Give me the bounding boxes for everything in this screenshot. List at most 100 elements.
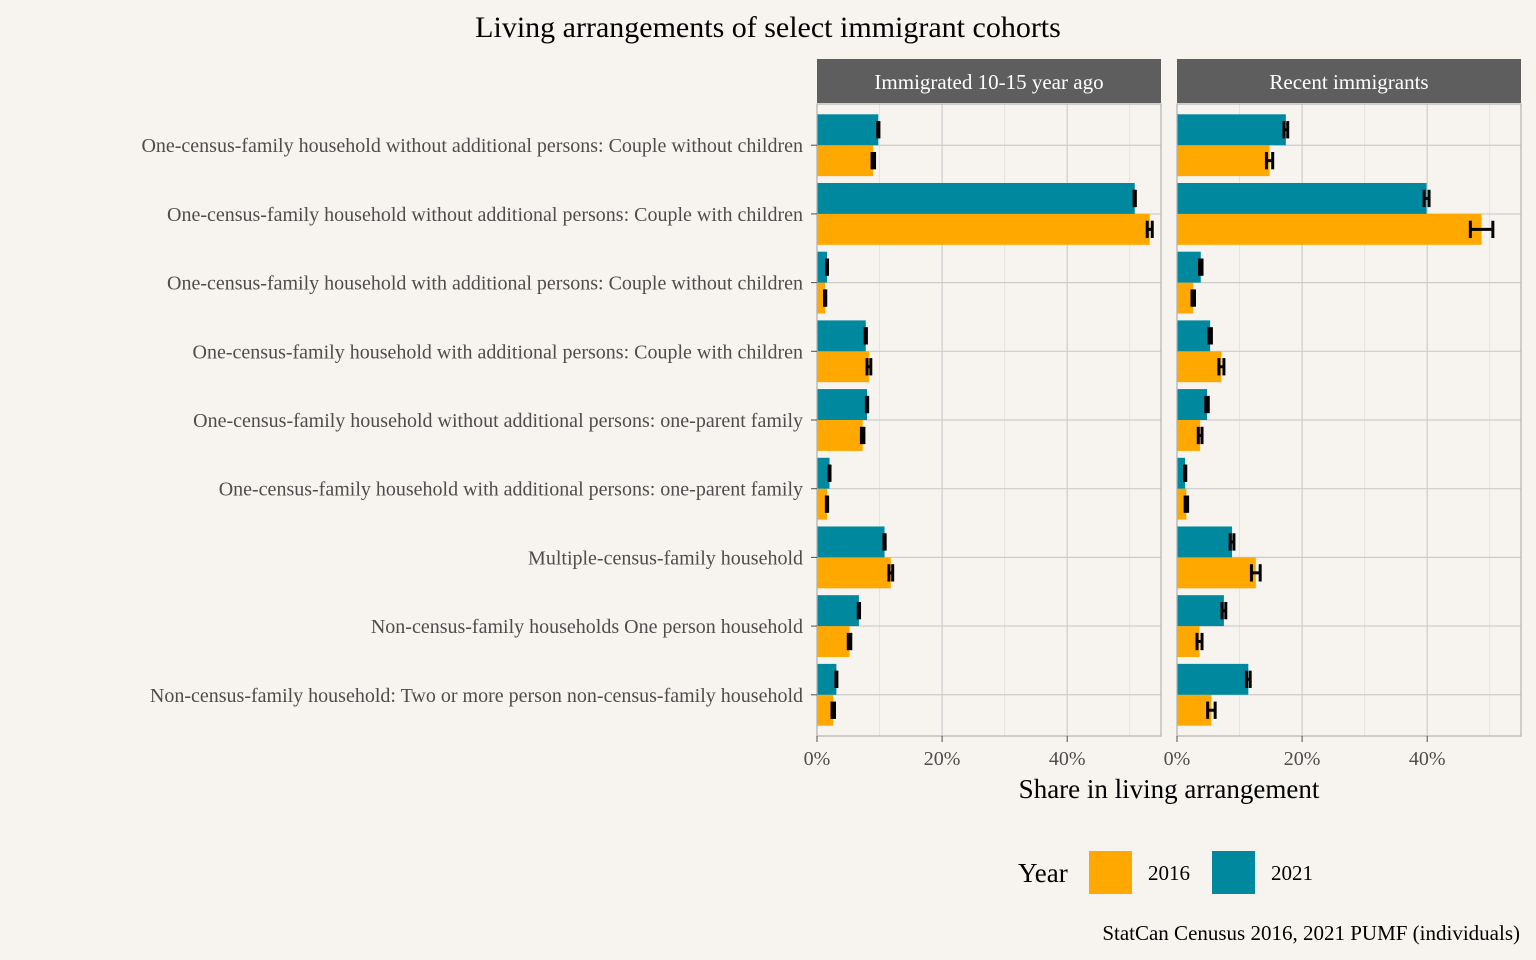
panel-border xyxy=(1176,103,1522,737)
x-tick-label: 40% xyxy=(1409,748,1446,770)
error-bar-2016 xyxy=(846,632,853,651)
category-label: Non-census-family households One person … xyxy=(371,616,803,638)
legend-swatch-2016 xyxy=(1089,851,1132,894)
error-bar-2021 xyxy=(856,601,862,620)
bar-2016 xyxy=(1177,351,1222,383)
error-bar-2016 xyxy=(823,289,828,307)
bar-2016 xyxy=(817,557,891,589)
panel-2: Recent immigrants 0% 20% 40% xyxy=(1164,59,1522,770)
panel-strip xyxy=(817,59,1161,103)
bar-2016 xyxy=(817,694,834,726)
error-bar-2016 xyxy=(1468,220,1495,239)
legend-label: 2021 xyxy=(1271,861,1313,885)
bar-2016 xyxy=(1177,145,1270,177)
error-bar-2021 xyxy=(1204,395,1210,414)
bar-2016 xyxy=(817,145,874,177)
x-axis-title: Share in living arrangement xyxy=(1019,774,1320,804)
error-bar-2016 xyxy=(1195,632,1204,651)
error-bar-2021 xyxy=(1198,258,1204,276)
category-labels: One-census-family household without addi… xyxy=(141,135,817,707)
x-tick-label: 20% xyxy=(924,748,961,770)
bar-2016 xyxy=(817,282,826,314)
error-bar-2021 xyxy=(1282,121,1290,139)
error-bar-2021 xyxy=(1132,189,1137,208)
bar-2021 xyxy=(817,114,879,146)
error-bar-2016 xyxy=(1190,289,1197,307)
bar-2016 xyxy=(1177,694,1212,726)
bar-2016 xyxy=(1177,420,1201,451)
error-bar-2016 xyxy=(1206,701,1217,719)
error-bar-2016 xyxy=(1196,426,1204,445)
error-bar-2021 xyxy=(834,670,839,688)
bar-2016 xyxy=(817,420,863,451)
bar-2016 xyxy=(1177,557,1256,589)
bar-2021 xyxy=(1177,320,1211,352)
error-bar-2016 xyxy=(1217,358,1226,376)
error-bar-2021 xyxy=(1228,533,1236,551)
bar-2016 xyxy=(817,626,850,657)
error-bar-2021 xyxy=(1422,189,1431,208)
bar-2016 xyxy=(817,351,869,383)
panel-strip-label: Immigrated 10-15 year ago xyxy=(874,70,1103,94)
bar-2016 xyxy=(1177,488,1187,520)
bar-2021 xyxy=(817,595,859,627)
bar-2016 xyxy=(1177,213,1482,245)
error-bar-2016 xyxy=(887,564,895,582)
bar-2021 xyxy=(1177,457,1186,489)
category-label: Non-census-family household: Two or more… xyxy=(150,685,803,707)
bar-2021 xyxy=(1177,114,1286,146)
category-label: One-census-family household without addi… xyxy=(167,204,803,226)
panel-strip-label: Recent immigrants xyxy=(1269,70,1428,94)
error-bar-2016 xyxy=(824,495,830,513)
bar-2021 xyxy=(817,251,828,283)
x-tick-label: 40% xyxy=(1049,748,1086,770)
bar-2016 xyxy=(1177,282,1194,314)
bar-2021 xyxy=(817,526,885,558)
error-bar-2016 xyxy=(859,426,866,445)
error-bar-2021 xyxy=(827,464,832,482)
error-bar-2016 xyxy=(1145,220,1154,239)
chart-caption: StatCan Cenusus 2016, 2021 PUMF (individ… xyxy=(1102,921,1520,945)
bar-2021 xyxy=(1177,663,1249,695)
x-tick-label: 0% xyxy=(1164,748,1191,770)
bar-2021 xyxy=(1177,183,1427,214)
error-bar-2016 xyxy=(1264,152,1275,170)
legend-label: 2016 xyxy=(1148,861,1190,885)
bar-2016 xyxy=(817,213,1150,245)
legend-swatch-2021 xyxy=(1212,851,1255,894)
category-label: One-census-family household without addi… xyxy=(141,135,803,157)
error-bar-2016 xyxy=(1183,495,1190,513)
x-tick-label: 20% xyxy=(1284,748,1321,770)
chart-title: Living arrangements of select immigrant … xyxy=(475,11,1061,44)
error-bar-2016 xyxy=(830,701,837,719)
panel-strip xyxy=(1177,59,1521,103)
error-bar-2021 xyxy=(876,121,881,139)
category-label: One-census-family household with additio… xyxy=(193,341,803,363)
bar-2016 xyxy=(1177,626,1200,657)
bar-2021 xyxy=(817,320,866,352)
error-bar-2016 xyxy=(870,152,877,170)
category-label: One-census-family household with additio… xyxy=(167,273,803,295)
error-bar-2021 xyxy=(864,395,870,414)
bar-2021 xyxy=(1177,595,1224,627)
legend: Year 2016 2021 xyxy=(1018,851,1313,894)
bar-2021 xyxy=(817,457,830,489)
bar-2016 xyxy=(817,488,828,520)
category-label: One-census-family household with additio… xyxy=(219,479,803,501)
x-tick-label: 0% xyxy=(804,748,831,770)
bar-2021 xyxy=(817,183,1135,214)
bar-2021 xyxy=(817,663,837,695)
error-bar-2021 xyxy=(882,533,887,551)
bar-2021 xyxy=(1177,526,1233,558)
error-bar-2021 xyxy=(1220,601,1228,620)
category-label: One-census-family household without addi… xyxy=(193,410,803,432)
legend-title: Year xyxy=(1018,858,1068,888)
panel-1: Immigrated 10-15 year ago 0% 20% 40% xyxy=(804,59,1162,770)
bar-2021 xyxy=(1177,251,1201,283)
category-label: Multiple-census-family household xyxy=(528,547,803,569)
error-bar-2021 xyxy=(863,327,868,345)
error-bar-2021 xyxy=(1207,327,1213,345)
error-bar-2021 xyxy=(825,258,830,276)
